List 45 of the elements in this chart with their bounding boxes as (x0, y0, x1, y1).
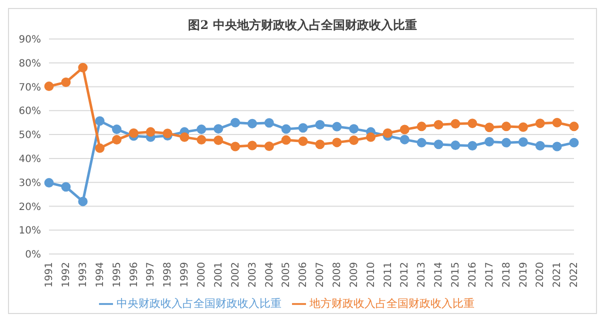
y-tick-label: 0% (25, 250, 41, 261)
x-tick-label: 2013 (416, 262, 428, 288)
x-tick-label: 2018 (501, 262, 512, 288)
x-tick-label: 2017 (484, 262, 496, 288)
y-tick-label: 70% (18, 82, 41, 94)
x-tick-label: 1998 (162, 262, 174, 288)
x-tick-label: 2007 (315, 262, 326, 288)
x-tick-label: 2014 (434, 262, 445, 288)
y-tick-label: 90% (18, 34, 41, 46)
y-tick-label: 10% (18, 226, 41, 237)
y-tick-label: 50% (18, 130, 41, 142)
x-tick-label: 1992 (61, 262, 72, 288)
x-tick-label: 2002 (230, 262, 242, 288)
legend-label: 中央财政收入占全国财政收入比重 (116, 297, 282, 310)
x-tick-label: 2000 (196, 262, 208, 288)
x-tick-label: 2010 (366, 262, 377, 288)
x-tick-label: 2022 (569, 262, 580, 288)
x-tick-label: 2012 (400, 262, 411, 288)
x-tick-label: 2006 (298, 262, 310, 288)
x-tick-label: 2003 (247, 262, 258, 288)
y-tick-label: 20% (18, 202, 41, 213)
chart-title: 图2 中央地方财政收入占全国财政收入比重 (187, 17, 418, 34)
x-tick-label: 2016 (467, 262, 478, 288)
x-tick-label: 2015 (450, 262, 462, 288)
x-tick-label: 1996 (128, 262, 140, 288)
legend-label: 地方财政收入占全国财政收入比重 (310, 297, 474, 310)
x-tick-label: 2001 (213, 262, 224, 288)
x-tick-label: 2008 (332, 262, 344, 288)
x-tick-label: 2009 (348, 262, 360, 288)
x-tick-label: 2020 (535, 262, 546, 288)
x-tick-label: 1999 (180, 262, 191, 288)
x-tick-label: 1995 (112, 262, 123, 288)
y-tick-label: 40% (18, 154, 41, 165)
x-tick-label: 1993 (78, 262, 89, 288)
x-tick-label: 1991 (44, 262, 56, 288)
y-tick-label: 80% (18, 58, 41, 70)
y-tick-label: 60% (18, 106, 41, 118)
x-tick-label: 2011 (382, 262, 394, 288)
y-tick-label: 30% (18, 178, 41, 189)
x-tick-label: 1994 (94, 262, 106, 288)
x-tick-label: 2019 (518, 262, 530, 288)
x-tick-label: 2005 (281, 262, 292, 288)
x-tick-label: 2021 (552, 262, 564, 288)
x-tick-label: 2004 (264, 262, 276, 288)
x-tick-label: 1997 (146, 262, 157, 288)
